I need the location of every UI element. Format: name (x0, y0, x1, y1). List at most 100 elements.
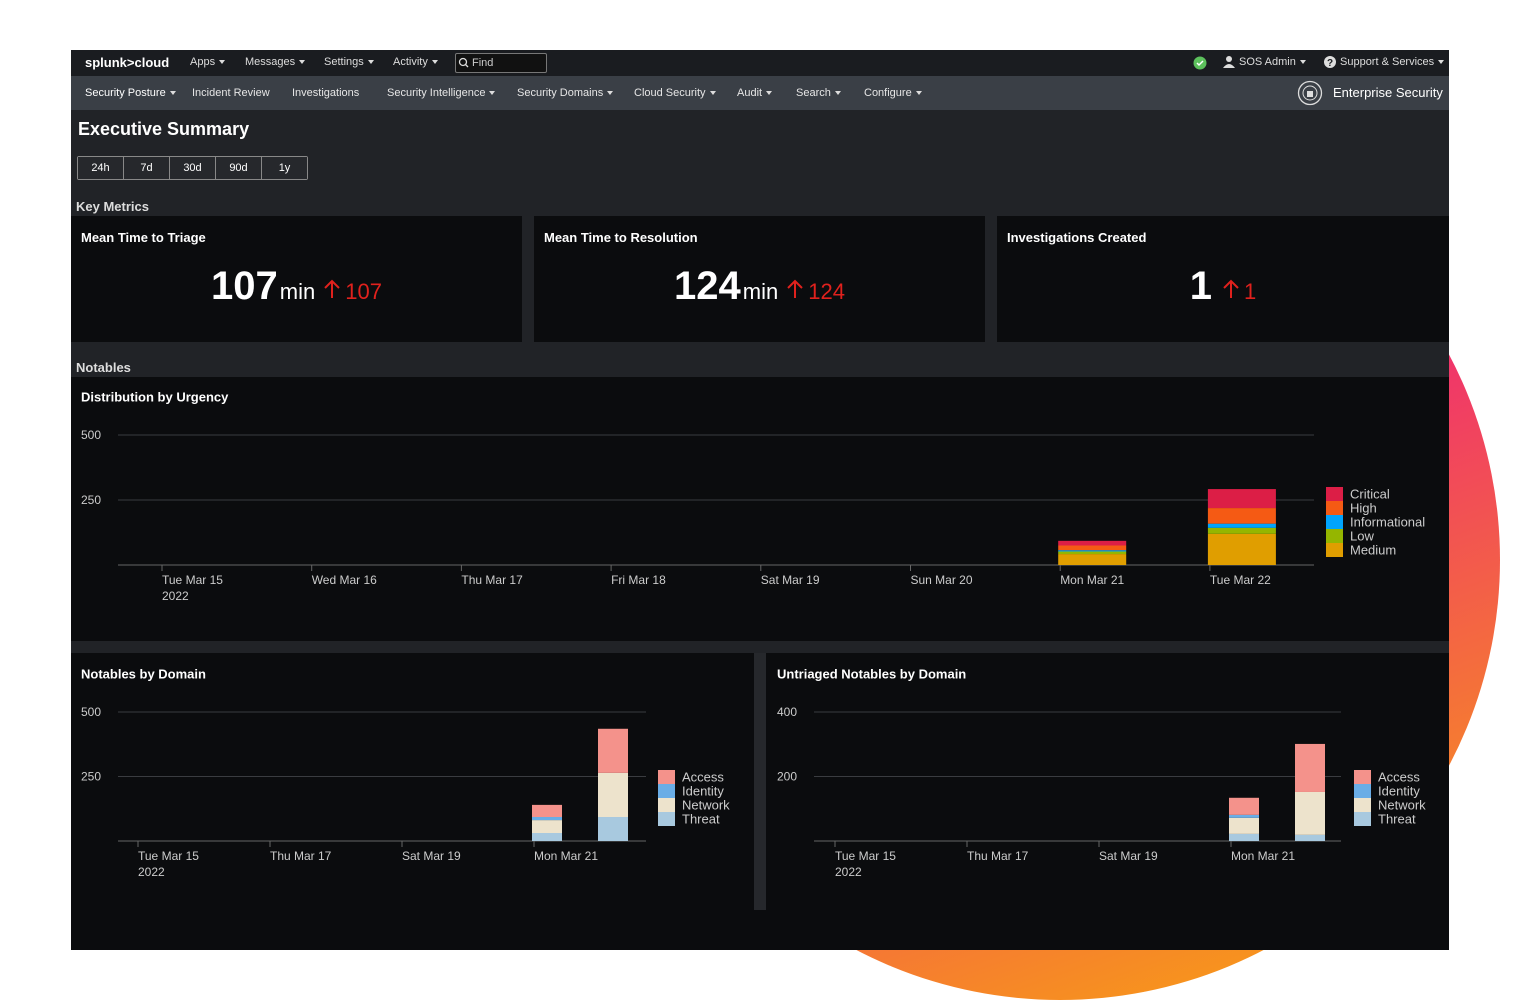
y-tick-label: 400 (777, 705, 797, 719)
user-name: SOS Admin (1239, 56, 1296, 68)
metric-delta: 124 (808, 279, 845, 304)
bar-segment (1207, 489, 1276, 509)
nav-item[interactable]: Configure (864, 87, 922, 99)
legend-label: Threat (682, 811, 720, 826)
menu[interactable]: Messages (245, 56, 306, 68)
menu[interactable]: Apps (190, 56, 226, 68)
bar-segment (1058, 554, 1127, 565)
nav-label: Security Domains (517, 87, 604, 99)
app-name: Enterprise Security (1333, 85, 1443, 100)
menu-label: Activity (393, 56, 428, 68)
bar-segment (1058, 540, 1127, 546)
time-button[interactable]: 90d (216, 157, 262, 179)
metric-card: Investigations Created 1 1 (997, 216, 1449, 342)
menu-label: Settings (324, 56, 364, 68)
x-tick-label: Thu Mar 17 (270, 849, 332, 863)
legend-swatch (1326, 515, 1343, 529)
bar-segment (1207, 508, 1276, 524)
time-button[interactable]: 30d (170, 157, 216, 179)
nav-item[interactable]: Incident Review (192, 87, 270, 99)
legend-swatch (1354, 770, 1371, 784)
x-tick-label: Tue Mar 15 (138, 849, 199, 863)
legend-swatch (1354, 812, 1371, 826)
nav-item[interactable]: Security Intelligence (387, 87, 496, 99)
user-menu[interactable]: SOS Admin (1222, 55, 1306, 69)
chart-title: Untriaged Notables by Domain (777, 666, 966, 681)
time-button[interactable]: 1y (262, 157, 307, 179)
x-tick-year: 2022 (835, 865, 862, 879)
legend-label: Threat (1378, 811, 1416, 826)
menu-label: Messages (245, 56, 296, 68)
bar-segment (1229, 817, 1259, 834)
nav-item[interactable]: Search (796, 87, 841, 99)
bar-segment (1229, 833, 1259, 841)
app-nav: Security Posture Incident Review Investi… (71, 76, 1449, 110)
nav-label: Configure (864, 87, 912, 99)
legend-label: Identity (1378, 783, 1420, 798)
nav-item[interactable]: Security Domains (517, 87, 614, 99)
bar-segment (1207, 533, 1276, 565)
metric-value: 124 (674, 264, 741, 308)
legend-label: High (1350, 500, 1377, 515)
nav-item[interactable]: Security Posture (85, 87, 176, 99)
up-arrow (1223, 279, 1239, 298)
nav-label: Investigations (292, 87, 360, 99)
nav-label: Cloud Security (634, 87, 706, 99)
metric-unit: min (279, 279, 316, 304)
search-placeholder: Find (472, 57, 494, 69)
x-tick-label: Sat Mar 19 (1099, 849, 1158, 863)
bar-segment (1058, 550, 1127, 552)
support-menu[interactable]: ? Support & Services (1323, 55, 1445, 69)
x-tick-label: Tue Mar 15 (162, 573, 223, 587)
nav-label: Security Intelligence (387, 87, 486, 99)
legend-label: Access (1378, 769, 1420, 784)
chart-title: Notables by Domain (81, 666, 206, 681)
legend-swatch (1326, 487, 1343, 501)
page-title: Executive Summary (78, 119, 250, 139)
x-tick-label: Sat Mar 19 (761, 573, 820, 587)
y-tick-label: 250 (81, 493, 101, 507)
logo[interactable]: splunk>cloud (85, 55, 170, 70)
legend-label: Access (682, 769, 724, 784)
bar-segment (1058, 551, 1127, 555)
x-tick-year: 2022 (138, 865, 165, 879)
y-tick-label: 200 (777, 770, 797, 784)
top-nav: splunk>cloud Apps Messages Settings Acti… (71, 50, 1449, 76)
x-tick-year: 2022 (162, 589, 189, 603)
metric-unit: min (742, 279, 779, 304)
legend-swatch (658, 812, 675, 826)
status-icon (1193, 56, 1207, 70)
metric-title: Investigations Created (1007, 230, 1147, 245)
metric-title: Mean Time to Resolution (544, 230, 698, 245)
nav-item[interactable]: Investigations (292, 87, 359, 99)
legend-swatch (1326, 543, 1343, 557)
metric-title: Mean Time to Triage (81, 230, 206, 245)
bar-segment (1058, 545, 1127, 551)
legend-label: Identity (682, 783, 724, 798)
time-button[interactable]: 24h (78, 157, 124, 179)
nav-item[interactable]: Cloud Security (634, 87, 716, 99)
menu-label: Apps (190, 56, 216, 68)
x-tick-label: Sat Mar 19 (402, 849, 461, 863)
metric-card: Mean Time to Triage 107 min 107 (71, 216, 522, 342)
nav-item[interactable]: Audit (737, 87, 773, 99)
x-tick-label: Tue Mar 15 (835, 849, 896, 863)
app-icon (1297, 80, 1323, 106)
menu[interactable]: Settings (324, 56, 374, 68)
nav-label: Security Posture (85, 87, 166, 99)
nav-label: Incident Review (192, 87, 270, 99)
support-label: Support & Services (1340, 56, 1435, 68)
legend-swatch (658, 784, 675, 798)
legend-label: Informational (1350, 514, 1425, 529)
time-button[interactable]: 7d (124, 157, 170, 179)
help-icon: ? (1324, 56, 1336, 69)
menu[interactable]: Activity (393, 56, 438, 68)
search-box[interactable]: Find (455, 53, 547, 73)
up-arrow (787, 279, 803, 298)
x-tick-label: Wed Mar 16 (312, 573, 377, 587)
section-title: Key Metrics (76, 199, 149, 214)
metric-delta: 1 (1244, 279, 1257, 304)
nav-label: Audit (737, 87, 763, 99)
x-tick-label: Fri Mar 18 (611, 573, 666, 587)
